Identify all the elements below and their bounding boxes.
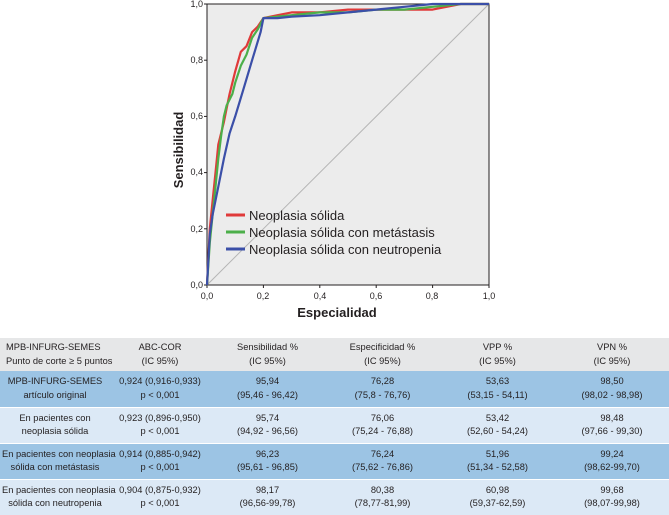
- table-row: MPB-INFURG-SEMES artículo original 0,924 …: [0, 371, 669, 407]
- x-axis-title: Especialidad: [297, 305, 377, 320]
- cell-vpn: 99,68 (98,07-99,98): [555, 478, 669, 515]
- cell-abc: 0,924 (0,916-0,933) p < 0,001: [119, 376, 201, 400]
- legend-label: Neoplasia sólida con metástasis: [249, 225, 435, 240]
- cell-especificidad: 76,06 (75,24 - 76,88): [325, 406, 440, 443]
- cell-abc: 0,914 (0,885-0,942) p < 0,001: [110, 442, 210, 479]
- cell-sensibilidad: 95,74 (94,92 - 96,56): [210, 406, 325, 443]
- series-line-3: [205, 2, 489, 286]
- y-tick-label: 0,4: [190, 167, 203, 177]
- table-row: En pacientes con neoplasia sólida con met…: [0, 442, 669, 479]
- cell-sensibilidad: 98,17 (96,56-99,78): [210, 478, 325, 515]
- cell-vpp: 60,98 (59,37-62,59): [440, 478, 555, 515]
- x-tick-label: 0,4: [314, 291, 327, 301]
- cell-sensibilidad: 96,23 (95,61 - 96,85): [210, 442, 325, 479]
- header-cell: MPB-INFURG-SEMES Punto de corte ≥ 5 punto…: [0, 338, 112, 371]
- cell-vpp: 51,96 (51,34 - 52,58): [440, 442, 555, 479]
- cell-vpn: 99,24 (98,62-99,70): [555, 442, 669, 479]
- header-cell: Sensibilidad % (IC 95%): [210, 338, 325, 371]
- cell-especificidad: 76,24 (75,62 - 76,86): [325, 442, 440, 479]
- x-tick-label: 0,2: [257, 291, 270, 301]
- legend: Neoplasia sólida Neoplasia sólida con me…: [226, 208, 442, 257]
- y-tick-label: 0,0: [190, 280, 203, 290]
- x-tick-label: 1,0: [483, 291, 496, 301]
- roc-chart: 0,0 0,2 0,4 0,6 0,8 1,0 0,0 0,2 0,4 0,6 …: [171, 0, 496, 320]
- cell-sensibilidad: 95,94 (95,46 - 96,42): [237, 376, 298, 400]
- cell-abc: 0,904 (0,875-0,932) p < 0,001: [110, 478, 210, 515]
- cell-abc: 0,923 (0,896-0,950) p < 0,001: [110, 406, 210, 443]
- row-label: En pacientes con neoplasia sólida: [0, 406, 110, 443]
- row-label: MPB-INFURG-SEMES artículo original: [7, 376, 103, 400]
- x-tick-label: 0,8: [426, 291, 439, 301]
- y-tick-label: 1,0: [190, 0, 203, 9]
- cell-vpp: 53,63 (53,15 - 54,11): [467, 376, 528, 400]
- y-tick-label: 0,2: [190, 224, 203, 234]
- x-tick-label: 0,6: [370, 291, 383, 301]
- y-tick-label: 0,6: [190, 111, 203, 121]
- x-tick-label: 0,0: [201, 291, 214, 301]
- reference-diagonal: [206, 3, 490, 286]
- header-cell: ABC-COR (IC 95%): [110, 338, 210, 371]
- cell-vpn: 98,48 (97,66 - 99,30): [555, 406, 669, 443]
- cell-especificidad: 76,28 (75,8 - 76,76): [354, 376, 411, 400]
- header-cell: VPN % (IC 95%): [555, 338, 669, 371]
- cell-vpn: 98,50 (98,02 - 98,98): [581, 376, 643, 400]
- legend-label: Neoplasia sólida con neutropenia: [249, 242, 442, 257]
- y-axis-title: Sensibilidad: [171, 112, 186, 189]
- ticks: [204, 3, 490, 288]
- legend-label: Neoplasia sólida: [249, 208, 345, 223]
- header-cell: Especificidad % (IC 95%): [325, 338, 440, 371]
- table-header-row: MPB-INFURG-SEMES Punto de corte ≥ 5 punto…: [0, 338, 669, 371]
- table-row: En pacientes con neoplasia sólida con neu…: [0, 478, 669, 515]
- cell-especificidad: 80,38 (78,77-81,99): [325, 478, 440, 515]
- table-row: En pacientes con neoplasia sólida 0,923 (…: [0, 406, 669, 443]
- y-tick-label: 0,8: [190, 55, 203, 65]
- series-group: [205, 2, 489, 286]
- row-label: En pacientes con neoplasia sólida con neu…: [0, 478, 116, 515]
- results-table: MPB-INFURG-SEMES Punto de corte ≥ 5 punto…: [0, 338, 669, 515]
- row-label: En pacientes con neoplasia sólida con met…: [0, 442, 116, 479]
- cell-vpp: 53,42 (52,60 - 54,24): [440, 406, 555, 443]
- header-cell: VPP % (IC 95%): [440, 338, 555, 371]
